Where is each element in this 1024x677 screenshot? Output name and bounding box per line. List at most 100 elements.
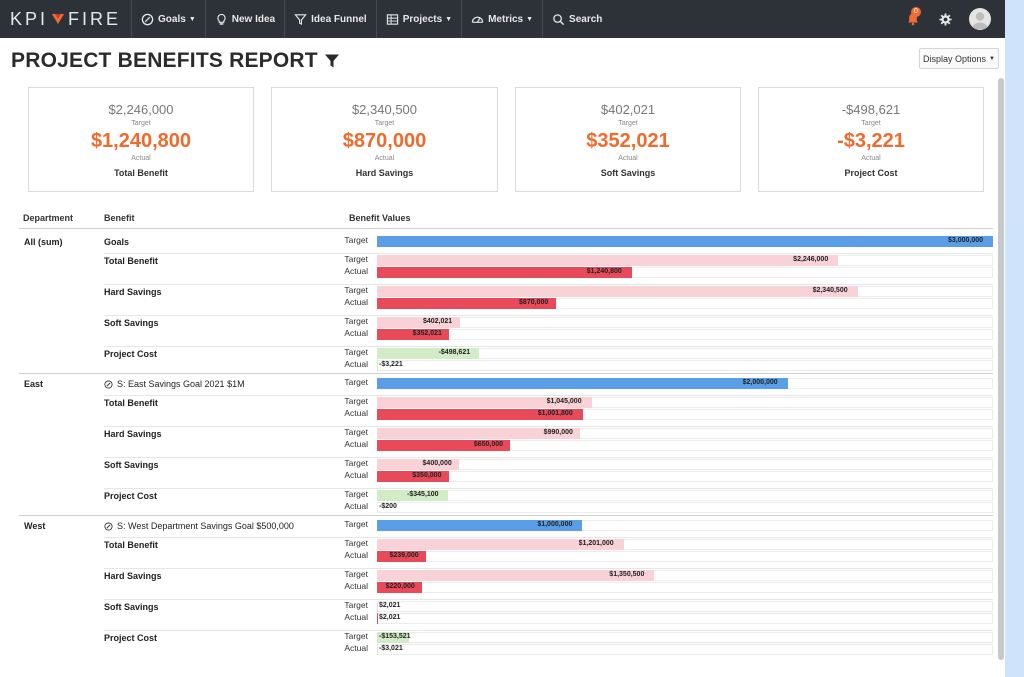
benefit-name: Hard Savings xyxy=(104,287,162,297)
row-label-actual: Actual xyxy=(344,266,368,276)
target-value-label: -$345,100 xyxy=(407,491,439,498)
actual-value-label: $350,000 xyxy=(412,472,442,479)
row-label-target: Target xyxy=(344,254,368,264)
nav-projects[interactable]: Projects ▼ xyxy=(375,0,461,38)
target-bar[interactable] xyxy=(377,632,409,643)
actual-bar[interactable] xyxy=(377,360,378,371)
nav-search[interactable]: Search xyxy=(542,0,611,38)
row-divider xyxy=(104,315,993,316)
actual-bar[interactable] xyxy=(377,582,423,593)
target-bar[interactable] xyxy=(377,490,448,501)
logo-text-right: FIRE xyxy=(68,8,122,29)
target-bar[interactable] xyxy=(377,539,624,550)
actual-value-label: -$3,021 xyxy=(379,645,403,652)
bar-track xyxy=(377,551,993,562)
nav-goals[interactable]: Goals ▼ xyxy=(131,0,205,38)
target-bar[interactable] xyxy=(377,286,858,297)
goal-bar[interactable] xyxy=(377,378,788,389)
target-value-label: $1,350,500 xyxy=(609,571,645,578)
goal-bar[interactable] xyxy=(377,520,583,531)
top-navbar: KPI FIRE Goals ▼ New Idea Idea Funnel Pr… xyxy=(0,0,1005,38)
target-bar[interactable] xyxy=(377,428,581,439)
user-avatar[interactable] xyxy=(969,8,991,30)
benefit-name: Project Cost xyxy=(104,349,158,359)
chevron-down-icon: ▼ xyxy=(188,15,196,23)
row-label-actual: Actual xyxy=(344,328,368,338)
row-label-actual: Actual xyxy=(344,581,368,591)
row-label-target: Target xyxy=(344,631,368,641)
row-label-target: Target xyxy=(344,377,368,387)
user-silhouette-icon xyxy=(972,12,988,29)
row-label-target: Target xyxy=(344,458,368,468)
row-label-actual: Actual xyxy=(344,612,368,622)
logo-text-left: KPI xyxy=(10,8,49,29)
nav-metrics-label: Metrics xyxy=(488,13,524,25)
row-label-actual: Actual xyxy=(344,643,368,653)
actual-bar[interactable] xyxy=(377,551,427,562)
nav-idea-funnel[interactable]: Idea Funnel xyxy=(284,0,376,38)
target-bar[interactable] xyxy=(377,255,839,266)
actual-bar[interactable] xyxy=(377,409,583,420)
gear-icon xyxy=(938,12,952,26)
row-label-actual: Actual xyxy=(344,550,368,560)
kpifire-logo[interactable]: KPI FIRE xyxy=(10,9,121,30)
chevron-down-icon: ▼ xyxy=(989,55,995,62)
nav-goals-label: Goals xyxy=(158,13,186,25)
department-name: West xyxy=(24,521,46,531)
goal-value-label: $2,000,000 xyxy=(742,379,778,386)
vertical-scrollbar[interactable] xyxy=(998,78,1004,660)
kpi-target-value: $2,340,500 xyxy=(351,102,418,117)
goal-value-label: $1,000,000 xyxy=(537,521,573,528)
actual-bar[interactable] xyxy=(377,471,449,482)
target-bar[interactable] xyxy=(377,459,460,470)
target-value-label: $2,021 xyxy=(379,602,401,609)
settings-button[interactable] xyxy=(931,0,959,38)
target-value-label: $2,246,000 xyxy=(793,256,829,263)
nav-new-idea[interactable]: New Idea xyxy=(204,0,284,38)
notifications-button[interactable]: 0 xyxy=(899,0,927,38)
column-header-benefit: Benefit xyxy=(104,213,135,223)
target-bar[interactable] xyxy=(377,317,460,328)
target-value-label: $990,000 xyxy=(543,429,573,436)
kpi-target-value: $402,021 xyxy=(600,102,656,117)
row-divider xyxy=(104,284,993,285)
row-label-target: Target xyxy=(344,396,368,406)
benefit-name: Soft Savings xyxy=(104,318,159,328)
display-options-button[interactable]: Display Options ▼ xyxy=(919,48,999,69)
row-label-target: Target xyxy=(344,235,368,245)
goal-bar[interactable] xyxy=(377,236,993,247)
actual-value-label: -$200 xyxy=(379,503,397,510)
kpi-actual-value: $1,240,800 xyxy=(90,130,192,152)
target-value-label: $1,201,000 xyxy=(578,540,614,547)
actual-bar[interactable] xyxy=(377,440,511,451)
nav-metrics[interactable]: Metrics ▼ xyxy=(461,0,542,38)
actual-bar[interactable] xyxy=(377,329,450,340)
kpi-card-total-benefit: $2,246,000 Target $1,240,800 Actual Tota… xyxy=(28,87,254,192)
window-edge xyxy=(1005,0,1024,677)
nav-new-idea-label: New Idea xyxy=(231,13,276,25)
goal-name-text: S: East Savings Goal 2021 $1M xyxy=(117,379,245,389)
target-bar[interactable] xyxy=(377,348,480,359)
benefit-name: Total Benefit xyxy=(104,256,158,266)
department-name: All (sum) xyxy=(24,237,63,247)
target-bar[interactable] xyxy=(377,570,655,581)
row-label-target: Target xyxy=(344,316,368,326)
flame-logo-icon xyxy=(52,14,65,24)
goal-value-label: $3,000,000 xyxy=(948,237,984,244)
chevron-down-icon: ▼ xyxy=(526,15,534,23)
actual-bar[interactable] xyxy=(377,298,556,309)
bar-track xyxy=(377,459,993,470)
target-bar[interactable] xyxy=(377,397,592,408)
kpi-actual-label: Actual xyxy=(374,155,395,162)
actual-bar[interactable] xyxy=(377,644,378,655)
goal-name[interactable]: S: East Savings Goal 2021 $1M xyxy=(104,379,245,389)
actual-bar[interactable] xyxy=(377,267,632,278)
kpi-actual-value: $870,000 xyxy=(342,130,427,152)
benefit-name: Hard Savings xyxy=(104,571,162,581)
kpi-cards: $2,246,000 Target $1,240,800 Actual Tota… xyxy=(28,87,1001,192)
goal-name[interactable]: S: West Department Savings Goal $500,000 xyxy=(104,521,294,531)
filter-icon[interactable] xyxy=(324,53,340,69)
goal-name[interactable]: Goals xyxy=(104,237,130,247)
benefit-name: Total Benefit xyxy=(104,540,158,550)
row-divider xyxy=(104,457,993,458)
